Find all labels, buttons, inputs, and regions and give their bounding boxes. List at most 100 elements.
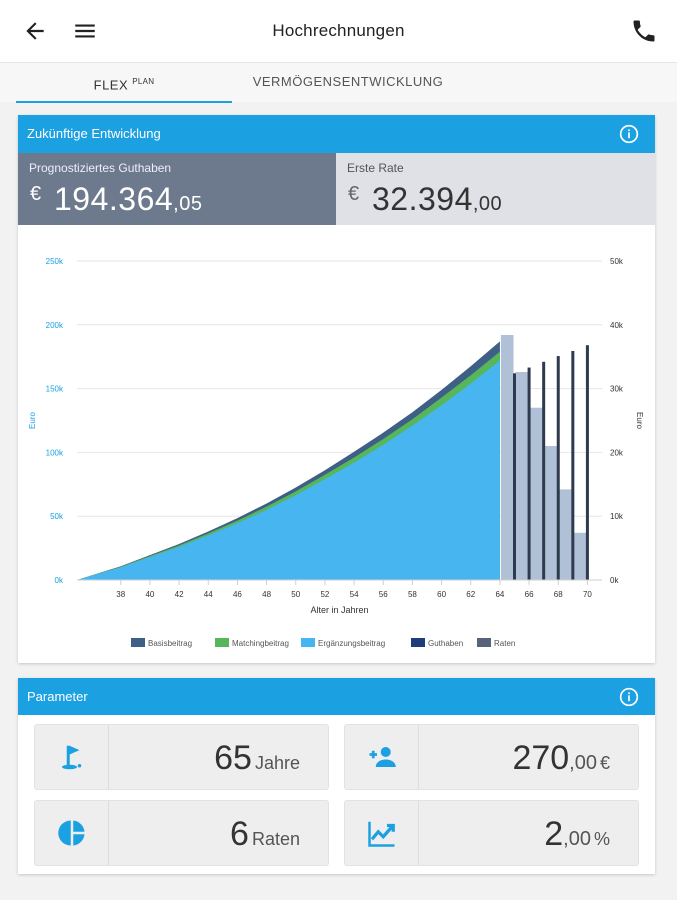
x-tick-label: 52 [320, 590, 329, 599]
phone-icon[interactable] [630, 17, 658, 45]
y-tick-label-right: 40k [610, 321, 624, 330]
param-unit: € [599, 753, 610, 773]
x-axis-title: Alter in Jahren [310, 605, 368, 615]
predicted-balance-currency: € [30, 183, 42, 205]
y-axis-title-left: Euro [28, 412, 37, 429]
y-tick-label-left: 0k [55, 576, 64, 585]
x-tick-label: 54 [350, 590, 359, 599]
x-tick-label: 70 [583, 590, 592, 599]
legend-swatch [477, 638, 491, 647]
info-icon[interactable] [619, 687, 639, 707]
y-tick-label-right: 10k [610, 512, 624, 521]
x-tick-label: 46 [233, 590, 242, 599]
first-rate-value: 32.394,00 [372, 181, 502, 218]
pie-chart-icon [58, 820, 85, 846]
param-value: 2,00% [544, 815, 610, 854]
param-installments[interactable]: 6 Raten [34, 800, 329, 866]
legend-label: Matchingbeitrag [232, 639, 289, 648]
x-tick-label: 62 [466, 590, 475, 599]
tab-flex-sup: PLAN [132, 77, 155, 86]
param-icon-box [345, 725, 419, 789]
guthaben-bar [530, 407, 543, 580]
guthaben-bar [500, 335, 514, 580]
legend-label: Ergänzungsbeitrag [318, 639, 385, 648]
guthaben-bar [559, 489, 572, 580]
param-retirement-age[interactable]: 65 Jahre [34, 724, 329, 790]
x-tick-label: 64 [495, 590, 504, 599]
y-tick-label-right: 0k [610, 576, 619, 585]
param-number: 65 [214, 739, 252, 777]
raten-bar [527, 367, 531, 580]
param-number: 270 [512, 739, 570, 777]
tab-vermoegensentwicklung[interactable]: VERMÖGENSENTWICKLUNG [252, 74, 444, 89]
legend-swatch [411, 638, 425, 647]
legend-label: Guthaben [428, 639, 463, 648]
x-tick-label: 48 [262, 590, 271, 599]
guthaben-bar [544, 446, 558, 580]
tab-flex-label: FLEX [93, 77, 129, 93]
legend-label: Raten [494, 639, 515, 648]
hamburger-menu-icon[interactable] [72, 18, 98, 44]
area-ergänzungsbetrag [77, 360, 500, 580]
y-tick-label-right: 30k [610, 385, 624, 394]
tab-bar: FLEX PLAN VERMÖGENSENTWICKLUNG [0, 62, 677, 103]
param-value: 270,00 € [512, 739, 610, 778]
x-tick-label: 42 [175, 590, 184, 599]
future-card-title: Zukünftige Entwicklung [27, 126, 161, 141]
future-development-card: Zukünftige Entwicklung Prognostiziertes … [18, 115, 655, 663]
add-person-icon [369, 747, 396, 767]
guthaben-bar [515, 372, 529, 580]
projection-chart: 0k 50k 100k 150k 200k 250k 0k 10k 20k 30k 40k 50k Eu… [28, 257, 644, 648]
param-icon-box [35, 801, 109, 865]
parameter-card: Parameter 65 Jahre 270,00 € [18, 678, 655, 874]
x-tick-label: 38 [116, 590, 125, 599]
x-tick-label: 60 [437, 590, 446, 599]
param-decimal: ,00 [563, 828, 591, 850]
raten-bar [542, 361, 546, 580]
info-icon[interactable] [619, 124, 639, 144]
raten-bar [585, 345, 589, 580]
param-unit: Raten [251, 829, 300, 849]
tab-flex-plan[interactable]: FLEX PLAN [16, 63, 232, 103]
first-rate-int: 32.394 [372, 181, 473, 217]
first-rate-currency: € [348, 183, 360, 205]
raten-bar [513, 373, 516, 580]
guthaben-bar [573, 532, 587, 580]
back-arrow-icon[interactable] [22, 18, 48, 44]
app-bar: Hochrechnungen [0, 0, 677, 62]
param-monthly-contribution[interactable]: 270,00 € [344, 724, 639, 790]
golf-flag-icon [62, 745, 82, 770]
first-rate-panel: Erste Rate € 32.394,00 [336, 153, 655, 225]
x-tick-label: 68 [554, 590, 563, 599]
legend-swatch [131, 638, 145, 647]
x-tick-label: 56 [379, 590, 388, 599]
x-tick-label: 58 [408, 590, 417, 599]
predicted-balance-int: 194.364 [54, 181, 174, 217]
raten-bar [571, 350, 575, 580]
trending-up-icon [368, 821, 395, 847]
y-axis-title-right: Euro [635, 412, 644, 429]
legend-label: Basisbeitrag [148, 639, 192, 648]
first-rate-label: Erste Rate [347, 161, 404, 175]
predicted-balance-dec: ,05 [173, 193, 203, 215]
y-tick-label-right: 20k [610, 448, 624, 457]
y-tick-label-right: 50k [610, 257, 624, 266]
future-card-header: Zukünftige Entwicklung [18, 115, 655, 153]
param-icon-box [35, 725, 109, 789]
parameter-card-title: Parameter [27, 689, 88, 704]
param-icon-box [345, 801, 419, 865]
x-tick-label: 44 [204, 590, 213, 599]
param-unit: % [593, 829, 610, 849]
param-unit: Jahre [254, 753, 300, 773]
x-tick-label: 66 [525, 590, 534, 599]
legend-swatch [301, 638, 315, 647]
y-tick-label-left: 250k [46, 257, 64, 266]
legend-swatch [215, 638, 229, 647]
param-interest-rate[interactable]: 2,00% [344, 800, 639, 866]
y-tick-label-left: 50k [50, 512, 64, 521]
predicted-balance-value: 194.364,05 [54, 181, 202, 218]
y-tick-label-left: 100k [46, 448, 64, 457]
param-decimal: ,00 [569, 752, 597, 774]
param-value: 6 Raten [230, 815, 300, 854]
y-tick-label-left: 200k [46, 321, 64, 330]
